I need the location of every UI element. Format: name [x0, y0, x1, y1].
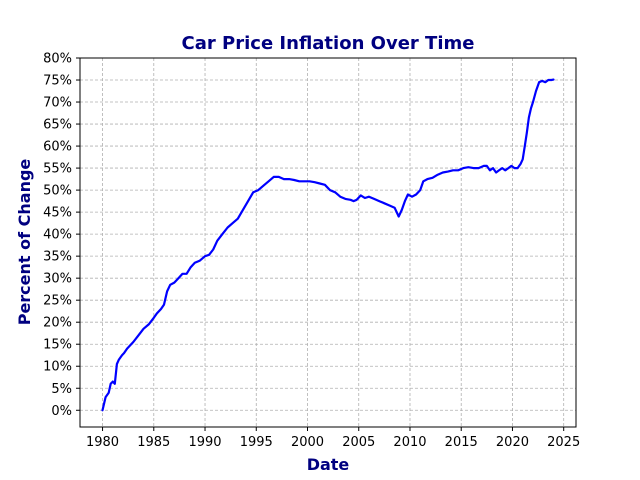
y-tick-label: 20% — [43, 316, 72, 331]
y-tick-label: 60% — [43, 140, 72, 155]
y-tick-label: 80% — [43, 52, 72, 67]
x-tick-label: 2010 — [393, 435, 426, 450]
x-tick-label: 1995 — [240, 435, 273, 450]
y-tick-label: 10% — [43, 360, 72, 375]
y-tick-label: 25% — [43, 294, 72, 309]
y-tick-label: 35% — [43, 250, 72, 265]
y-tick-label: 55% — [43, 162, 72, 177]
x-axis-ticks: 1980 1985 1990 1995 2000 2005 2010 2015 2020 2025 — [86, 427, 580, 450]
x-axis-label: Date — [307, 455, 350, 474]
y-tick-label: 5% — [51, 382, 72, 397]
y-tick-label: 75% — [43, 74, 72, 89]
y-tick-label: 15% — [43, 338, 72, 353]
plot-frame — [79, 57, 577, 428]
x-tick-label: 2005 — [342, 435, 375, 450]
x-tick-label: 2020 — [496, 435, 529, 450]
y-tick-label: 50% — [43, 184, 72, 199]
y-tick-label: 70% — [43, 96, 72, 111]
x-tick-label: 1985 — [137, 435, 170, 450]
y-tick-label: 30% — [43, 272, 72, 287]
x-tick-label: 2000 — [291, 435, 324, 450]
y-tick-label: 65% — [43, 118, 72, 133]
x-tick-label: 1980 — [86, 435, 119, 450]
y-tick-label: 0% — [51, 404, 72, 419]
grid-lines — [80, 57, 576, 427]
x-tick-label: 1990 — [188, 435, 221, 450]
chart-title: Car Price Inflation Over Time — [182, 33, 475, 54]
x-tick-label: 2015 — [445, 435, 478, 450]
y-axis-label: Percent of Change — [15, 159, 34, 326]
x-tick-label: 2025 — [547, 435, 580, 450]
series-layer — [101, 78, 555, 412]
series-line — [101, 78, 555, 412]
y-tick-label: 40% — [43, 228, 72, 243]
y-tick-label: 45% — [43, 206, 72, 221]
y-axis-ticks: 0% 5% 10% 15% 20% 25% 30% 35% 40% 45% 50% 55% 60% 65%… — [43, 52, 80, 419]
